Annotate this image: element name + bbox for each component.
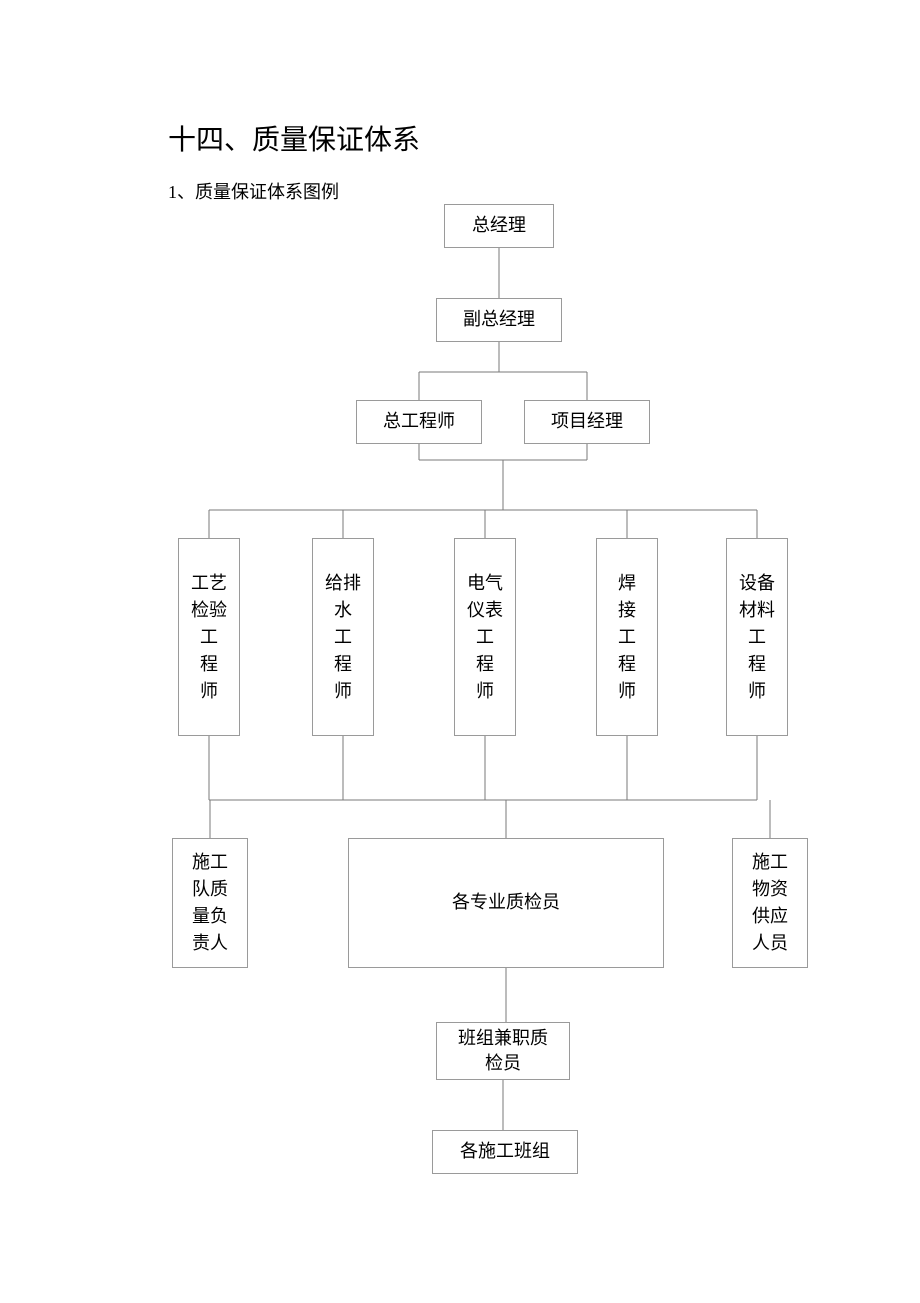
node-n9: 设备材料工程师 <box>726 538 788 736</box>
node-n4: 项目经理 <box>524 400 650 444</box>
node-n7-label: 电气仪表工程师 <box>467 570 503 705</box>
node-n1-label: 总经理 <box>472 213 526 238</box>
node-n5-label: 工艺检验工程师 <box>191 570 227 705</box>
node-n4-label: 项目经理 <box>551 409 623 434</box>
section-subtitle: 1、质量保证体系图例 <box>168 178 339 204</box>
node-n12-label: 施工物资供应人员 <box>752 849 788 957</box>
node-n10: 施工队质量负责人 <box>172 838 248 968</box>
node-n10-label: 施工队质量负责人 <box>192 849 228 957</box>
node-n2-label: 副总经理 <box>463 307 535 332</box>
node-n3: 总工程师 <box>356 400 482 444</box>
node-n8-label: 焊接工程师 <box>618 570 636 705</box>
node-n6: 给排水工程师 <box>312 538 374 736</box>
node-n13: 班组兼职质检员 <box>436 1022 570 1080</box>
node-n13-label: 班组兼职质检员 <box>458 1026 548 1076</box>
node-n7: 电气仪表工程师 <box>454 538 516 736</box>
node-n14: 各施工班组 <box>432 1130 578 1174</box>
node-n1: 总经理 <box>444 204 554 248</box>
node-n11-label: 各专业质检员 <box>452 890 560 915</box>
node-n2: 副总经理 <box>436 298 562 342</box>
section-subtitle-text: 1、质量保证体系图例 <box>168 182 339 202</box>
node-n5: 工艺检验工程师 <box>178 538 240 736</box>
node-n3-label: 总工程师 <box>383 409 455 434</box>
node-n12: 施工物资供应人员 <box>732 838 808 968</box>
node-n8: 焊接工程师 <box>596 538 658 736</box>
node-n6-label: 给排水工程师 <box>325 570 361 705</box>
section-title-text: 十四、质量保证体系 <box>168 125 420 156</box>
section-title: 十四、质量保证体系 <box>168 118 420 158</box>
node-n9-label: 设备材料工程师 <box>739 570 775 705</box>
node-n11: 各专业质检员 <box>348 838 664 968</box>
node-n14-label: 各施工班组 <box>460 1139 550 1164</box>
